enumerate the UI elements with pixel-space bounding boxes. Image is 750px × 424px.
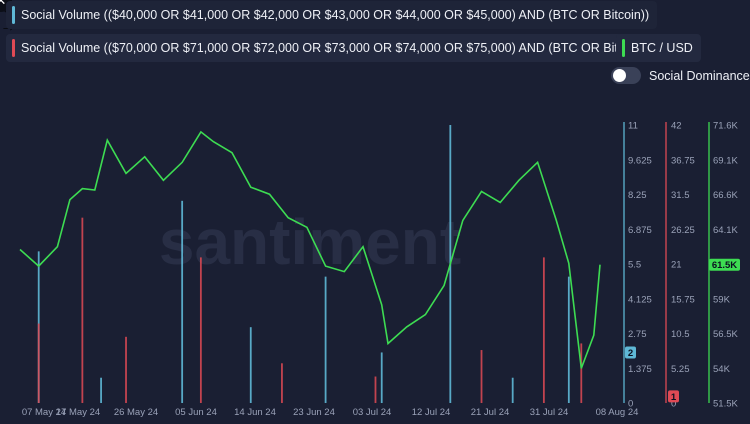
y-tick-label: 5.25 (671, 364, 690, 375)
y-tick-label: 0 (671, 399, 676, 410)
series1-bar (567, 276, 570, 403)
y-tick-label: 66.6K (713, 190, 738, 201)
series1-bar (380, 352, 383, 403)
x-tick-label: 26 May 24 (114, 407, 158, 418)
legend-series1-label: Social Volume (($40,000 OR $41,000 OR $4… (21, 8, 650, 22)
y-tick-label: 31.5 (671, 190, 690, 201)
x-tick-label: 03 Jul 24 (353, 407, 392, 418)
btc-price-line (19, 130, 601, 369)
toggle-label: Social Dominance (649, 68, 750, 83)
series2-bar (542, 257, 545, 403)
x-tick-label: 05 Jun 24 (175, 407, 217, 418)
y-tick-label: 9.625 (628, 155, 652, 166)
legend-series3-label: BTC / USD (631, 41, 693, 55)
x-tick-label: 07 May 24 (22, 407, 66, 418)
series1-bar (181, 200, 184, 403)
series1-value-badge-bg (625, 346, 636, 359)
y-tick-label: 64.1K (713, 225, 738, 236)
series3-value-badge-bg (709, 258, 740, 271)
series2-bar (281, 363, 283, 403)
series1-value-badge: 2 (628, 348, 633, 359)
series1-bar (100, 377, 102, 403)
legend-series2[interactable]: Social Volume (($70,000 OR $71,000 OR $7… (6, 34, 658, 62)
series1-bar (324, 276, 327, 403)
y-tick-label: 42 (671, 121, 682, 132)
y-tick-label: 10.5 (671, 329, 690, 340)
y-tick-label: 21 (671, 260, 682, 271)
y-tick-label: 69.1K (713, 155, 738, 166)
legend-series2-label: Social Volume (($70,000 OR $71,000 OR $7… (21, 41, 650, 55)
legend-series1[interactable]: Social Volume (($40,000 OR $41,000 OR $4… (6, 1, 658, 29)
y-tick-label: 51.5K (713, 399, 738, 410)
social-dominance-toggle-row: Social Dominance (611, 67, 750, 84)
y-tick-label: 6.875 (628, 225, 652, 236)
series2-bar (81, 217, 84, 403)
series2-bar (480, 350, 483, 403)
y-tick-label: 71.6K (713, 121, 738, 132)
y-tick-label: 15.75 (671, 294, 695, 305)
toggle-knob (613, 69, 626, 82)
series2-bar (37, 323, 40, 403)
series1-bar (511, 377, 514, 403)
legend-series3[interactable]: BTC / USD (616, 34, 701, 62)
series2-bar (580, 343, 583, 403)
y-tick-label: 2.75 (628, 329, 647, 340)
y-tick-label: 8.25 (628, 190, 647, 201)
series1-swatch (12, 6, 15, 24)
x-tick-label: 12 Jul 24 (412, 407, 451, 418)
y-tick-label: 0 (628, 399, 633, 410)
x-tick-label: 14 Jun 24 (234, 407, 276, 418)
series2-bar (125, 336, 127, 403)
y-tick-label: 4.125 (628, 294, 652, 305)
y-tick-label: 54K (713, 364, 731, 375)
x-tick-label: 23 Jun 24 (293, 407, 335, 418)
series2-value-badge-bg (668, 390, 679, 403)
watermark: santiment (159, 206, 461, 278)
series3-swatch (622, 39, 625, 57)
y-tick-label: 1.375 (628, 364, 652, 375)
y-tick-label: 36.75 (671, 155, 695, 166)
x-tick-label: 31 Jul 24 (530, 407, 569, 418)
x-tick-label: 08 Aug 24 (596, 407, 639, 418)
y-tick-label: 59K (713, 294, 731, 305)
y-tick-label: 26.25 (671, 225, 695, 236)
y-tick-label: 5.5 (628, 260, 641, 271)
series2-swatch (12, 39, 15, 57)
x-tick-label: 17 May 24 (56, 407, 100, 418)
series2-bar (374, 376, 377, 403)
series3-value-badge: 61.5K (712, 260, 737, 271)
y-tick-label: 11 (628, 121, 638, 132)
social-dominance-toggle[interactable] (611, 67, 641, 84)
axis-series2: 42 36.75 31.5 26.25 21 15.75 10.5 5.25 0 (665, 121, 695, 410)
series2-bars (37, 217, 583, 403)
x-tick-label: 21 Jul 24 (471, 407, 510, 418)
series2-value-badge: 1 (671, 392, 677, 403)
series1-bar (249, 327, 252, 403)
series2-bar (199, 257, 202, 403)
y-tick-label: 56.5K (713, 329, 738, 340)
axis-series1: 11 9.625 8.25 6.875 5.5 4.125 2.75 1.375 0 (623, 121, 652, 410)
